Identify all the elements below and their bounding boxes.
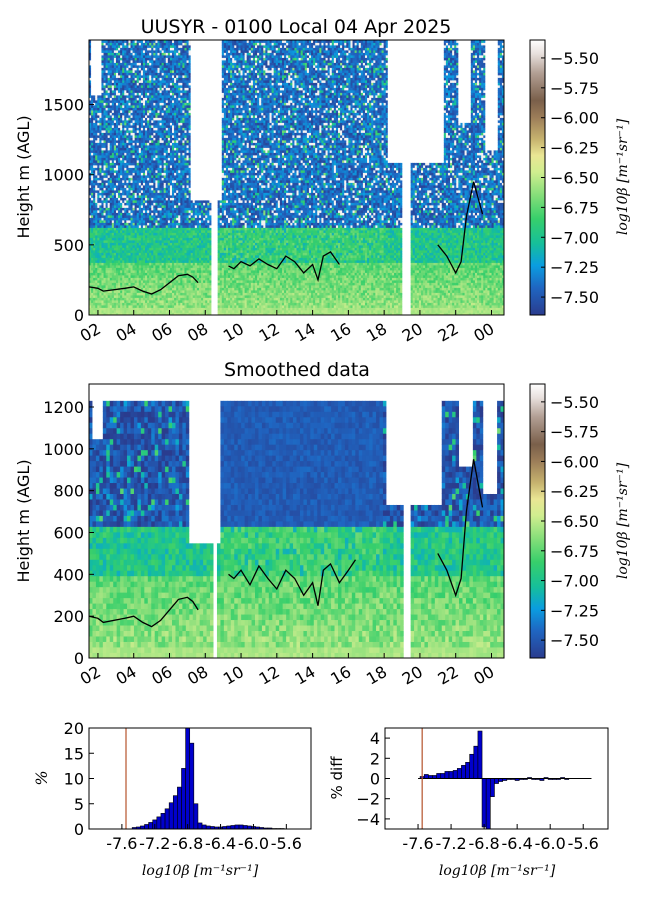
- figure-canvas: UUSYR - 0100 Local 04 Apr 2025 050010001…: [0, 0, 650, 900]
- panel-top-heatmap: UUSYR - 0100 Local 04 Apr 2025 050010001…: [14, 16, 631, 346]
- top-heatmap-cells: [89, 40, 504, 315]
- top-chart-title: UUSYR - 0100 Local 04 Apr 2025: [141, 16, 452, 38]
